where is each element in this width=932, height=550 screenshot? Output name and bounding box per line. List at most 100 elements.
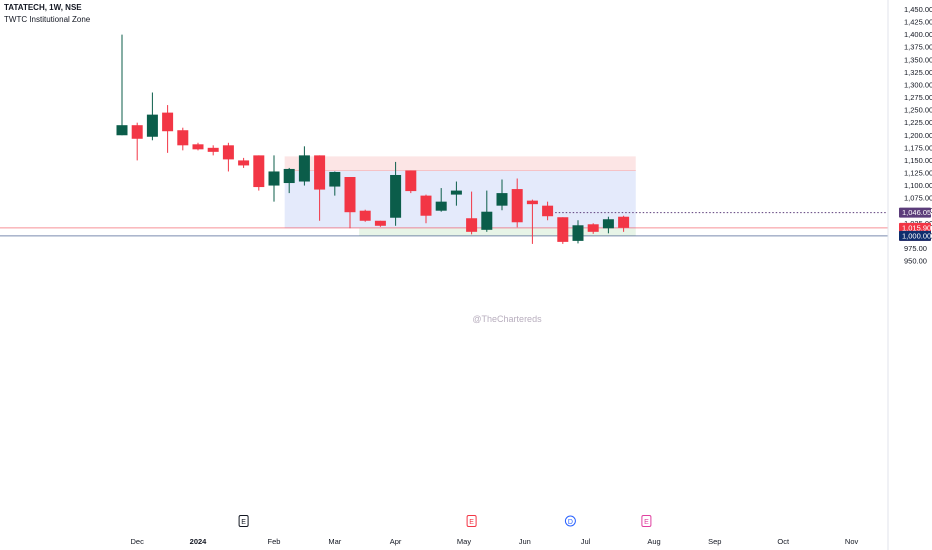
- price-tick-label: 1,225.00: [904, 118, 932, 127]
- price-tick-label: 1,400.00: [904, 30, 932, 39]
- time-tick-label: Oct: [777, 537, 790, 546]
- zone-green: [359, 228, 636, 236]
- candle-body: [420, 195, 432, 216]
- price-tag-box: [899, 230, 931, 241]
- event-letter: D: [568, 519, 573, 526]
- candles: [116, 34, 630, 244]
- price-tick-label: 1,075.00: [904, 194, 932, 203]
- event-marker-e: E: [238, 515, 249, 527]
- candle-body: [359, 210, 371, 221]
- candle-body: [298, 155, 310, 182]
- candle-body: [222, 145, 234, 160]
- institutional-zones: [284, 156, 636, 236]
- candle-body: [192, 144, 204, 150]
- time-tick-label: 2024: [190, 537, 208, 546]
- price-tick-label: 1,125.00: [904, 168, 932, 177]
- earnings-box: [238, 515, 249, 527]
- time-tick-label: Mar: [328, 537, 341, 546]
- time-tick-label: Dec: [131, 537, 145, 546]
- candle-body: [511, 189, 523, 223]
- price-tick-label: 1,375.00: [904, 43, 932, 52]
- candle-bearish: [131, 122, 143, 161]
- candle-body: [496, 193, 508, 206]
- candle-body: [177, 130, 189, 146]
- candle-bullish: [268, 155, 280, 202]
- event-letter: E: [469, 519, 474, 526]
- candle-body: [450, 190, 462, 195]
- candle-bearish: [177, 127, 189, 151]
- candle-bearish: [526, 199, 538, 244]
- event-marker-d: D: [564, 515, 576, 527]
- candle-body: [572, 225, 584, 241]
- price-tick-label: 975.00: [904, 244, 927, 253]
- candle-body: [587, 224, 599, 232]
- time-tick-label: Sep: [708, 537, 721, 546]
- dividend-circle: [564, 515, 576, 527]
- candle-bullish: [496, 179, 508, 211]
- price-tag-label: 1,015.90: [902, 223, 931, 232]
- price-tick-label: 1,450.00: [904, 5, 932, 14]
- candle-body: [405, 170, 417, 192]
- time-tick-label: Jul: [581, 537, 591, 546]
- candle-bearish: [405, 170, 417, 194]
- candle-body: [283, 168, 295, 184]
- candle-bearish: [618, 215, 630, 232]
- price-tick-label: 1,150.00: [904, 156, 932, 165]
- candle-bearish: [253, 155, 265, 191]
- candle-body: [314, 155, 326, 190]
- candle-body: [116, 125, 128, 136]
- price-tag-label: 1,000.00: [902, 231, 931, 240]
- price-tick-label: 1,300.00: [904, 80, 932, 89]
- candle-bullish: [329, 171, 341, 196]
- candle-bullish: [450, 181, 462, 206]
- candle-bearish: [542, 201, 554, 221]
- candle-body: [618, 216, 630, 228]
- candle-bullish: [283, 167, 295, 194]
- candle-bullish: [116, 34, 128, 136]
- price-tag: 1,046.05: [899, 207, 931, 218]
- zone-red: [284, 156, 636, 171]
- candle-body: [557, 217, 569, 242]
- candle-bullish: [298, 146, 310, 186]
- candle-body: [481, 211, 493, 230]
- event-letter: E: [644, 519, 649, 526]
- candle-body: [238, 160, 250, 166]
- candle-body: [374, 220, 386, 226]
- candle-bearish: [420, 194, 432, 224]
- event-marker-e: E: [466, 515, 477, 527]
- candle-bullish: [146, 92, 158, 141]
- time-axis[interactable]: Dec 2024 Feb Mar Apr May Jun Jul Aug Sep Oct Nov: [131, 537, 859, 546]
- candle-bearish: [557, 217, 569, 244]
- candle-bearish: [587, 223, 599, 234]
- time-tick-label: May: [457, 537, 471, 546]
- candle-bullish: [390, 161, 402, 226]
- candle-bullish: [572, 220, 584, 244]
- candle-body: [253, 155, 265, 188]
- price-tick-label: 1,325.00: [904, 68, 932, 77]
- candle-bearish: [238, 157, 250, 168]
- candle-body: [542, 205, 554, 217]
- watermark-text: @TheChartereds: [472, 314, 542, 324]
- time-tick-label: Apr: [390, 537, 402, 546]
- time-tick-label: Jun: [519, 537, 531, 546]
- candle-bearish: [344, 176, 356, 229]
- zone-blue: [284, 170, 636, 229]
- candle-body: [526, 200, 538, 205]
- symbol-title: TATATECH, 1W, NSE: [4, 3, 82, 12]
- earnings-box: [641, 515, 652, 527]
- event-marker-e: E: [641, 515, 652, 527]
- candle-body: [602, 219, 614, 229]
- price-tick-label: 1,100.00: [904, 181, 932, 190]
- price-tags: 1,046.051,015.902d 21h1,000.00: [899, 207, 931, 241]
- candle-bearish: [359, 209, 371, 222]
- price-tick-label: 1,200.00: [904, 131, 932, 140]
- price-tag-box: [899, 207, 931, 218]
- time-tick-label: Feb: [268, 537, 281, 546]
- candle-body: [268, 171, 280, 186]
- price-tick-label: 950.00: [904, 257, 927, 266]
- indicator-name: TWTC Institutional Zone: [4, 15, 91, 24]
- candle-bullish: [602, 216, 614, 234]
- candle-bearish: [374, 220, 386, 227]
